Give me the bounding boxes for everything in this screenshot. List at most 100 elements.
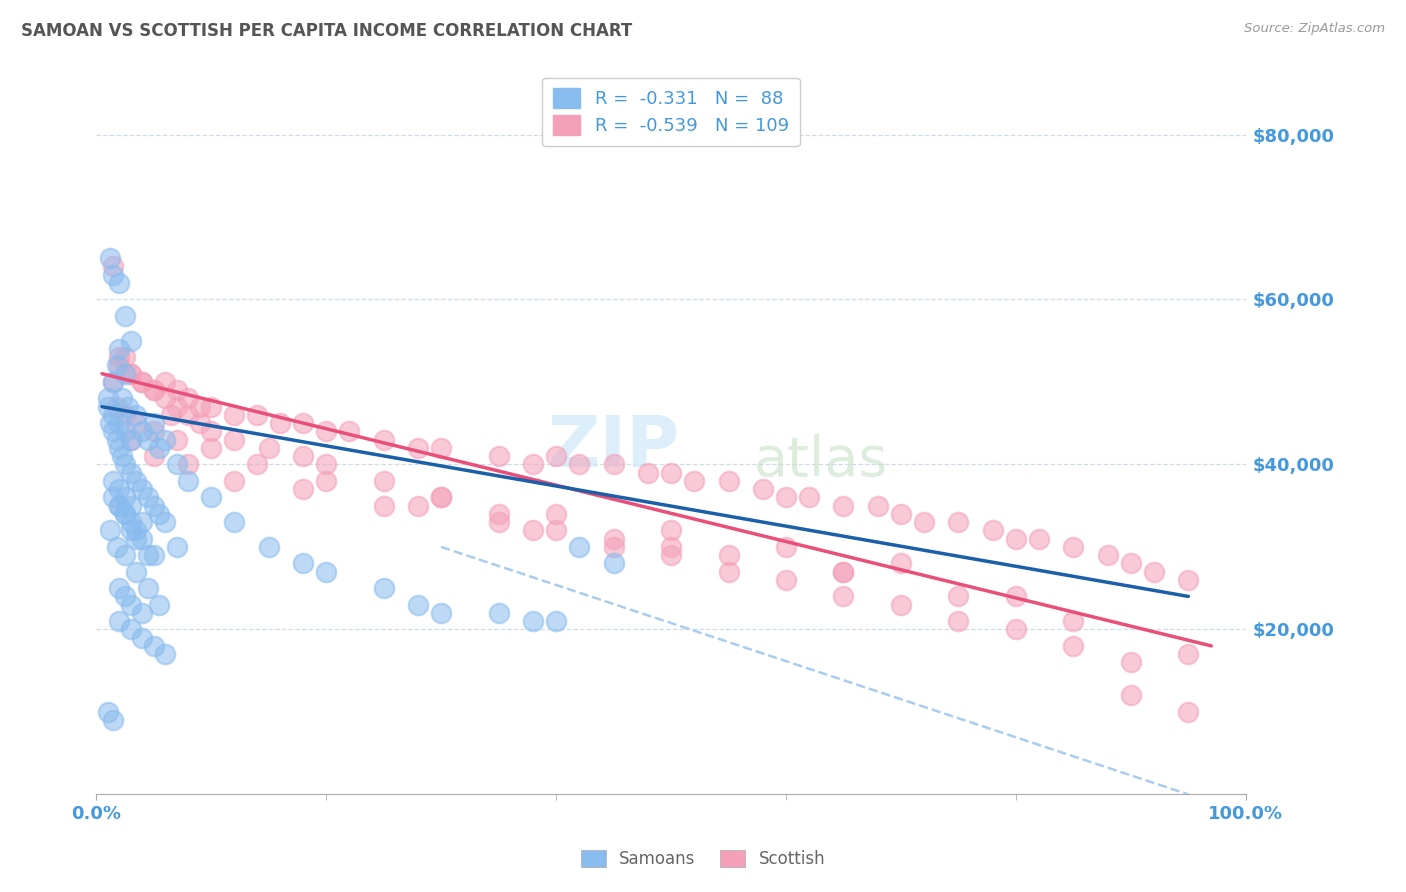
Point [1119,557,1142,571]
Point [406,441,429,455]
Point [292,416,315,430]
Point [257,540,280,554]
Point [114,425,136,439]
Point [136,581,159,595]
Point [430,491,453,505]
Point [430,491,453,505]
Point [136,491,159,505]
Point [1097,548,1119,562]
Text: ZIP: ZIP [547,413,679,483]
Point [97,392,120,406]
Point [373,474,395,488]
Point [114,309,136,323]
Point [522,458,544,472]
Point [177,392,200,406]
Legend: Samoans, Scottish: Samoans, Scottish [574,843,832,875]
Point [1062,639,1084,653]
Legend: R =  -0.331   N =  88, R =  -0.539   N = 109: R = -0.331 N = 88, R = -0.539 N = 109 [543,78,800,146]
Point [717,565,740,579]
Point [97,705,120,719]
Point [131,425,153,439]
Point [1143,565,1166,579]
Point [98,251,121,265]
Point [683,474,706,488]
Point [200,491,222,505]
Point [125,524,148,538]
Point [142,639,165,653]
Point [246,408,269,422]
Point [108,276,131,290]
Point [108,499,131,513]
Point [1005,623,1028,637]
Point [1177,573,1199,587]
Point [659,524,682,538]
Point [430,606,453,620]
Point [105,359,128,373]
Point [155,647,177,661]
Point [866,499,889,513]
Point [108,359,131,373]
Point [142,499,165,513]
Point [108,482,131,496]
Point [108,416,131,430]
Point [120,367,142,381]
Point [177,408,200,422]
Point [832,499,855,513]
Point [125,474,148,488]
Point [166,433,188,447]
Text: Source: ZipAtlas.com: Source: ZipAtlas.com [1244,22,1385,36]
Point [522,614,544,628]
Point [103,408,125,422]
Point [98,524,121,538]
Point [117,400,139,414]
Point [120,466,142,480]
Point [131,515,153,529]
Point [136,548,159,562]
Point [120,598,142,612]
Point [142,449,165,463]
Point [948,614,970,628]
Point [224,515,246,529]
Point [200,400,222,414]
Point [1005,532,1028,546]
Point [568,540,591,554]
Point [125,408,148,422]
Point [142,416,165,430]
Point [488,507,510,521]
Point [103,491,125,505]
Point [602,540,624,554]
Point [125,532,148,546]
Point [103,474,125,488]
Point [131,631,153,645]
Point [337,425,360,439]
Point [103,260,125,274]
Point [488,515,510,529]
Point [1062,614,1084,628]
Point [114,367,136,381]
Point [188,416,211,430]
Point [103,375,125,389]
Point [166,458,188,472]
Point [142,383,165,397]
Point [637,466,659,480]
Point [120,623,142,637]
Point [120,367,142,381]
Point [775,573,797,587]
Point [108,350,131,364]
Point [108,441,131,455]
Point [1119,689,1142,703]
Text: atlas: atlas [754,434,887,487]
Point [948,590,970,604]
Point [832,565,855,579]
Point [97,400,120,414]
Point [544,614,567,628]
Point [890,557,912,571]
Point [488,449,510,463]
Point [136,433,159,447]
Point [406,598,429,612]
Point [103,375,125,389]
Point [131,375,153,389]
Point [1028,532,1050,546]
Point [430,441,453,455]
Point [120,499,142,513]
